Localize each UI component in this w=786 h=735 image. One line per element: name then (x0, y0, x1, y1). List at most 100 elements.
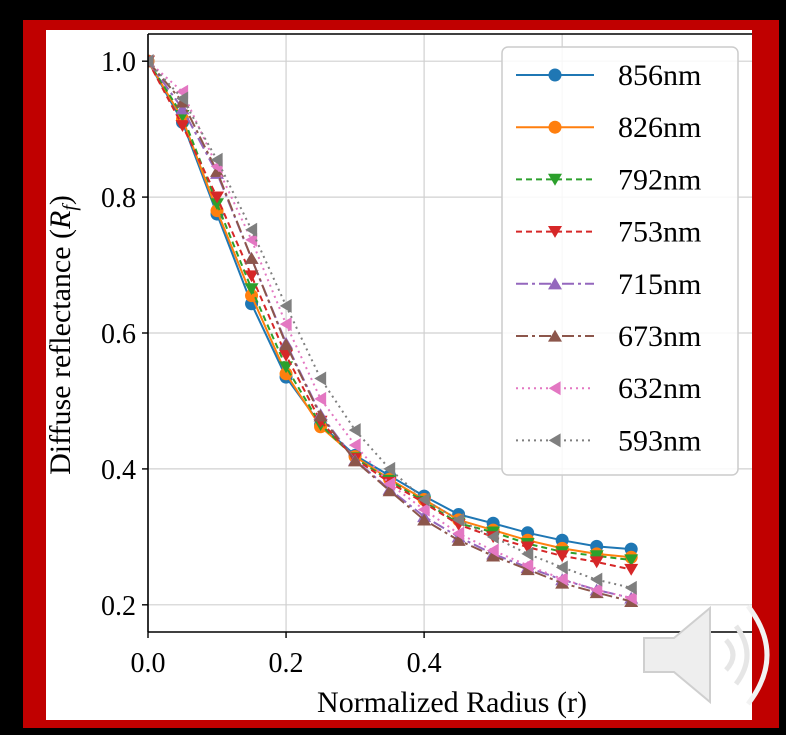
y-tick-label: 0.8 (101, 183, 136, 214)
data-point (417, 492, 430, 507)
y-tick-label: 1.0 (101, 47, 136, 78)
legend-marker (548, 433, 561, 448)
data-point (555, 571, 568, 586)
series-line (148, 60, 632, 603)
data-point (383, 476, 396, 491)
legend-entry: 715nm (516, 268, 701, 301)
legend-marker (548, 173, 562, 186)
data-point (245, 289, 259, 303)
data-point (451, 533, 466, 546)
legend-marker (548, 120, 562, 134)
data-point (314, 391, 327, 406)
y-tick-label: 0.2 (101, 591, 136, 622)
series-593nm (148, 54, 637, 595)
data-point (348, 454, 363, 467)
data-point (452, 512, 465, 527)
data-point (555, 576, 570, 589)
data-point (175, 120, 190, 133)
data-point (210, 204, 224, 218)
legend-marker (548, 226, 562, 238)
data-point (521, 558, 534, 573)
data-point (624, 554, 639, 567)
data-point (590, 582, 603, 597)
series-632nm (148, 54, 637, 606)
series-673nm (148, 54, 639, 608)
legend-label: 792nm (618, 163, 701, 196)
x-axis-label: Normalized Radius (r) (317, 686, 587, 719)
data-point (555, 560, 568, 575)
legend-entry: 856nm (516, 59, 701, 92)
data-point (210, 191, 225, 204)
x-tick-label: 0.2 (269, 648, 304, 679)
speaker-icon[interactable] (640, 600, 786, 710)
legend-label: 715nm (618, 268, 701, 301)
legend-entry: 593nm (516, 424, 701, 457)
data-point (175, 102, 190, 115)
data-point (382, 484, 397, 497)
data-point (279, 317, 292, 332)
data-point (244, 270, 259, 283)
y-axis-label-close: ) (44, 195, 77, 205)
data-point (148, 54, 154, 69)
y-tick-label: 0.4 (101, 455, 136, 486)
data-point (521, 546, 534, 561)
data-point (486, 543, 499, 558)
data-point (244, 251, 259, 264)
data-point (314, 371, 327, 386)
data-point (590, 572, 603, 587)
legend-label: 593nm (618, 424, 701, 457)
y-axis-label-symbol: R (44, 211, 77, 230)
data-point (244, 283, 259, 296)
data-point (520, 541, 535, 554)
data-point (279, 361, 294, 374)
data-point (555, 550, 570, 563)
y-axis-label-main: Diffuse reflectance ( (44, 229, 77, 475)
data-point (210, 198, 225, 211)
legend-entry: 753nm (516, 216, 701, 249)
data-point (313, 409, 328, 422)
data-point (348, 423, 361, 438)
data-point (176, 91, 189, 106)
y-axis-label-subscript: f (59, 203, 81, 211)
legend: 856nm 826nm 792nm 753nm 715nm 673nm 632nm 593nm (501, 46, 739, 476)
data-point (589, 556, 604, 569)
data-point (210, 152, 223, 167)
legend-box (501, 46, 739, 476)
data-point (279, 338, 294, 351)
data-point (279, 298, 292, 313)
data-point (348, 438, 361, 453)
data-point (624, 591, 637, 606)
x-tick-label: 0.0 (131, 648, 166, 679)
data-point (589, 550, 604, 563)
data-point (624, 563, 639, 576)
y-axis-label: Diffuse reflectance (Rf) (44, 195, 81, 475)
legend-entry: 792nm (516, 163, 701, 196)
legend-marker (548, 68, 562, 82)
data-point (210, 164, 225, 177)
data-point (417, 513, 432, 526)
series-layer (148, 54, 639, 608)
data-point (624, 580, 637, 595)
legend-entry: 632nm (516, 372, 701, 405)
legend-entry: 673nm (516, 320, 701, 353)
data-point (245, 222, 258, 237)
legend-marker (548, 329, 562, 342)
data-point (417, 502, 430, 517)
y-tick-label: 0.6 (101, 319, 136, 350)
legend-marker (548, 381, 561, 396)
legend-label: 632nm (618, 372, 701, 405)
data-point (383, 461, 396, 476)
data-point (486, 549, 501, 562)
legend-entry: 826nm (516, 111, 701, 144)
legend-label: 673nm (618, 320, 701, 353)
tick-labels: 0.2 0.4 0.6 0.8 1.0 0.0 0.2 0.4 (101, 47, 442, 679)
legend-label: 753nm (618, 216, 701, 249)
data-point (452, 526, 465, 541)
data-point (486, 529, 499, 544)
legend-label: 856nm (618, 59, 701, 92)
data-point (245, 232, 258, 247)
x-tick-label: 0.4 (407, 648, 442, 679)
legend-label: 826nm (618, 111, 701, 144)
data-point (520, 563, 535, 576)
